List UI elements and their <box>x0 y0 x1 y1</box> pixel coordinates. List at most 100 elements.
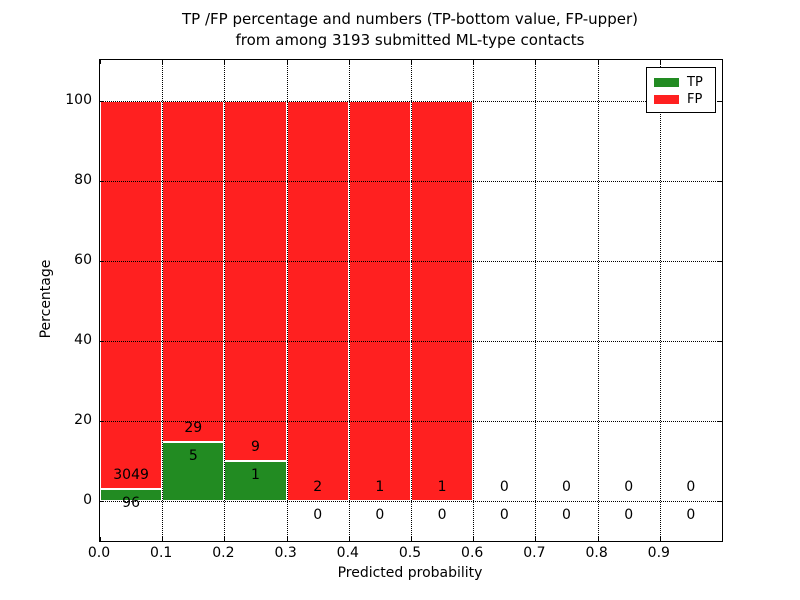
tp-legend-label: TP <box>687 75 703 90</box>
fp-legend-label: FP <box>687 92 703 107</box>
gridline-x-0.2 <box>224 60 226 541</box>
x-tick-label-0.3: 0.3 <box>274 545 297 561</box>
tp-count-label-4: 0 <box>375 507 385 523</box>
y-tick-mark-left <box>100 261 104 262</box>
y-tick-mark-right <box>718 101 722 102</box>
y-tick-mark-right <box>718 341 722 342</box>
bar-tp-0 <box>100 488 163 501</box>
x-tick-mark-bottom <box>348 537 350 541</box>
x-tick-mark-bottom <box>535 537 537 541</box>
chart-title-line2: from among 3193 submitted ML-type contac… <box>235 31 585 49</box>
y-tick-label-20: 20 <box>74 412 92 428</box>
x-tick-label-0.8: 0.8 <box>585 545 608 561</box>
fp-count-label-2: 9 <box>251 439 260 455</box>
fp-count-label-9: 0 <box>686 479 696 495</box>
tp-count-label-8: 0 <box>624 507 634 523</box>
x-tick-label-0.7: 0.7 <box>523 545 546 561</box>
chart-title-line1: TP /FP percentage and numbers (TP-bottom… <box>182 10 638 28</box>
fp-legend-swatch <box>654 95 679 104</box>
plot-area: 3049 96 29 5 9 1 2 0 1 0 1 0 0 0 0 0 0 0 0 0 TP FP <box>99 59 723 542</box>
x-tick-mark-bottom <box>411 537 412 541</box>
x-tick-mark-bottom <box>597 537 599 541</box>
x-tick-label-0.0: 0.0 <box>87 545 111 561</box>
y-tick-mark-right <box>718 501 722 502</box>
fp-count-label-6: 0 <box>499 479 509 495</box>
legend: TP FP <box>646 67 716 113</box>
y-tick-mark-right <box>718 261 722 262</box>
bar-fp-1 <box>162 101 225 443</box>
x-tick-mark-top <box>100 60 101 64</box>
y-axis-label: Percentage <box>38 259 54 339</box>
x-tick-mark-bottom <box>473 537 475 541</box>
x-tick-mark-top <box>535 60 537 64</box>
y-tick-label-0: 0 <box>83 492 92 508</box>
x-tick-mark-bottom <box>286 537 288 541</box>
x-axis-label: Predicted probability <box>337 565 483 581</box>
x-tick-label-0.2: 0.2 <box>212 545 235 561</box>
gridline-x-0.3 <box>286 60 288 541</box>
y-tick-mark-left <box>100 501 104 502</box>
annotations-layer: 3049 96 29 5 9 1 2 0 1 0 1 0 0 0 0 0 0 0 0 0 <box>100 60 722 541</box>
gridline-x-0.4 <box>348 60 350 541</box>
tp-count-label-3: 0 <box>313 507 323 523</box>
tp-count-label-5: 0 <box>437 507 447 523</box>
fp-count-label-0: 3049 <box>113 466 149 483</box>
legend-item-fp: FP <box>654 91 715 108</box>
x-tick-label-0.5: 0.5 <box>398 545 422 561</box>
gridline-x-0.6 <box>473 60 475 541</box>
x-tick-mark-top <box>411 60 412 64</box>
tp-count-label-0: 96 <box>122 494 141 511</box>
x-tick-mark-bottom <box>162 537 164 541</box>
bar-fp-4 <box>348 101 411 501</box>
y-tick-mark-right <box>718 421 722 422</box>
x-tick-mark-bottom <box>659 537 661 541</box>
y-tick-label-80: 80 <box>74 172 92 188</box>
tp-count-label-7: 0 <box>562 507 571 523</box>
chart-title: TP /FP percentage and numbers (TP-bottom… <box>99 9 721 51</box>
gridline-x-0.9 <box>659 60 661 541</box>
y-tick-mark-left <box>100 341 104 342</box>
fp-count-label-5: 1 <box>437 479 447 495</box>
fp-count-label-1: 29 <box>184 420 203 437</box>
y-tick-label-100: 100 <box>65 92 92 108</box>
y-tick-mark-left <box>100 101 104 102</box>
gridline-x-0.1 <box>162 60 164 541</box>
legend-item-tp: TP <box>654 74 715 91</box>
tp-count-label-6: 0 <box>499 507 509 523</box>
ticks-layer <box>100 60 722 541</box>
x-tick-label-0.4: 0.4 <box>336 545 359 561</box>
x-tick-label-0.1: 0.1 <box>150 545 173 561</box>
y-tick-mark-right <box>718 181 722 182</box>
x-tick-mark-top <box>348 60 350 64</box>
tp-legend-swatch <box>654 78 679 87</box>
x-tick-mark-top <box>224 60 226 64</box>
fp-count-label-3: 2 <box>313 479 323 495</box>
x-tick-label-0.9: 0.9 <box>647 545 670 561</box>
grid-layer <box>100 60 722 541</box>
x-tick-label-0.6: 0.6 <box>461 545 484 561</box>
x-tick-mark-bottom <box>100 537 101 541</box>
y-tick-label-40: 40 <box>74 332 92 348</box>
x-tick-mark-bottom <box>224 537 226 541</box>
y-tick-mark-left <box>100 181 104 182</box>
bars-layer <box>100 60 722 541</box>
fp-count-label-4: 1 <box>375 479 385 495</box>
bar-fp-0 <box>100 101 163 489</box>
gridline-x-0.5 <box>411 60 412 541</box>
y-tick-mark-left <box>100 421 104 422</box>
y-tick-label-60: 60 <box>74 252 92 268</box>
x-tick-mark-top <box>286 60 288 64</box>
gridline-x-0.7 <box>535 60 537 541</box>
fp-count-label-8: 0 <box>624 479 634 495</box>
x-tick-mark-top <box>597 60 599 64</box>
x-tick-mark-top <box>162 60 164 64</box>
bar-tp-1 <box>162 442 225 501</box>
tp-count-label-2: 1 <box>251 467 260 483</box>
tp-count-label-1: 5 <box>188 448 198 465</box>
x-tick-mark-top <box>473 60 475 64</box>
gridline-x-0.8 <box>597 60 599 541</box>
fp-count-label-7: 0 <box>562 479 571 495</box>
tp-count-label-9: 0 <box>686 507 696 523</box>
x-tick-mark-top <box>659 60 661 64</box>
